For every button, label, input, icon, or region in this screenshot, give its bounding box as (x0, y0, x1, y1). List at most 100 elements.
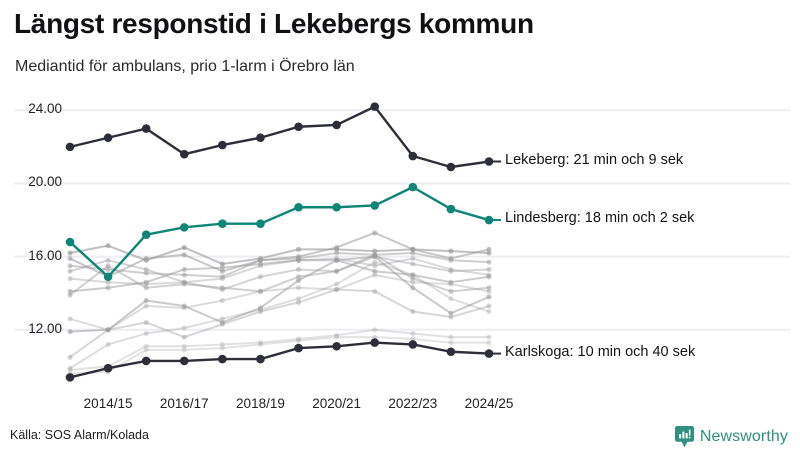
context-point (448, 268, 454, 274)
context-point (486, 294, 492, 300)
context-point (219, 321, 225, 327)
context-point (410, 279, 416, 285)
context-point (67, 250, 73, 256)
context-line (69, 273, 490, 331)
data-point (256, 219, 265, 229)
context-point (257, 308, 264, 315)
y-axis-tick-label: 20.00 (28, 174, 62, 190)
context-point (448, 340, 454, 346)
data-point (256, 354, 265, 364)
context-point (334, 244, 340, 251)
context-point (219, 345, 225, 351)
context-point (67, 275, 73, 282)
context-point (295, 246, 302, 252)
context-point (295, 296, 302, 302)
data-point (141, 230, 151, 239)
context-point (67, 255, 73, 262)
context-point (143, 270, 149, 276)
context-line (69, 328, 490, 372)
context-point (105, 341, 111, 348)
y-axis-tick-label: 16.00 (28, 247, 62, 263)
context-point (181, 347, 187, 353)
context-point (410, 246, 416, 252)
source-note: Källa: SOS Alarm/Kolada (10, 428, 149, 442)
context-point (334, 334, 340, 340)
context-point (410, 250, 416, 256)
series-label-karlskoga: Karlskoga: 10 min och 40 sek (505, 343, 696, 360)
series-line-lekeberg (68, 105, 491, 169)
context-point (448, 281, 454, 287)
context-point (448, 255, 454, 262)
context-point (486, 288, 492, 294)
context-point (143, 285, 149, 291)
context-point (372, 334, 378, 340)
bar-chart-icon (674, 426, 694, 448)
context-point (410, 255, 416, 262)
context-point (181, 279, 187, 285)
context-point (410, 272, 416, 278)
data-point (65, 373, 75, 382)
context-point (448, 248, 454, 254)
context-point (105, 263, 111, 269)
context-point (143, 266, 149, 273)
context-point (219, 286, 225, 293)
context-point (219, 274, 225, 280)
context-point (181, 303, 187, 309)
context-point (486, 340, 492, 346)
context-point (486, 266, 492, 273)
context-point (410, 308, 416, 315)
context-line (69, 251, 490, 278)
context-point (257, 274, 264, 280)
context-point (143, 279, 149, 285)
context-point (219, 316, 225, 322)
context-point (67, 329, 73, 335)
series-label-lekeberg: Lekeberg: 21 min och 9 sek (505, 151, 684, 168)
x-axis-tick-label: 2016/17 (159, 396, 209, 411)
context-point (334, 281, 340, 287)
series-line-karlskoga (68, 341, 491, 379)
context-line (69, 244, 490, 265)
context-point (486, 246, 492, 252)
data-point (408, 182, 418, 192)
data-point (218, 354, 227, 364)
context-point (257, 305, 264, 311)
context-point (105, 279, 111, 285)
context-point (257, 340, 264, 346)
context-point (448, 296, 454, 302)
context-point (219, 268, 225, 274)
context-point (372, 230, 378, 236)
data-point (65, 237, 75, 247)
context-point (372, 254, 378, 260)
context-point (295, 274, 302, 280)
x-axis-tick-label: 2020/21 (312, 396, 362, 411)
data-point (408, 151, 418, 161)
brand-name: Newsworthy (699, 428, 788, 445)
context-point (486, 308, 492, 315)
context-point (143, 347, 149, 353)
context-point (295, 257, 302, 263)
data-point (103, 272, 113, 282)
context-point (257, 261, 264, 267)
context-point (143, 255, 149, 262)
context-point (181, 279, 187, 285)
context-point (181, 272, 187, 278)
context-line (69, 259, 490, 293)
context-point (105, 327, 111, 333)
data-point (294, 202, 303, 212)
context-point (295, 299, 302, 305)
context-point (486, 334, 492, 340)
context-point (257, 288, 264, 294)
context-point (486, 259, 492, 265)
context-point (448, 257, 454, 263)
context-point (372, 259, 378, 265)
context-point (67, 292, 73, 298)
context-point (486, 285, 492, 291)
context-point (295, 336, 302, 342)
context-point (181, 244, 187, 251)
context-line (69, 336, 490, 375)
data-point (218, 219, 227, 229)
data-point (370, 102, 380, 111)
context-point (448, 266, 454, 273)
data-point (332, 120, 341, 130)
plot-area (0, 92, 800, 392)
